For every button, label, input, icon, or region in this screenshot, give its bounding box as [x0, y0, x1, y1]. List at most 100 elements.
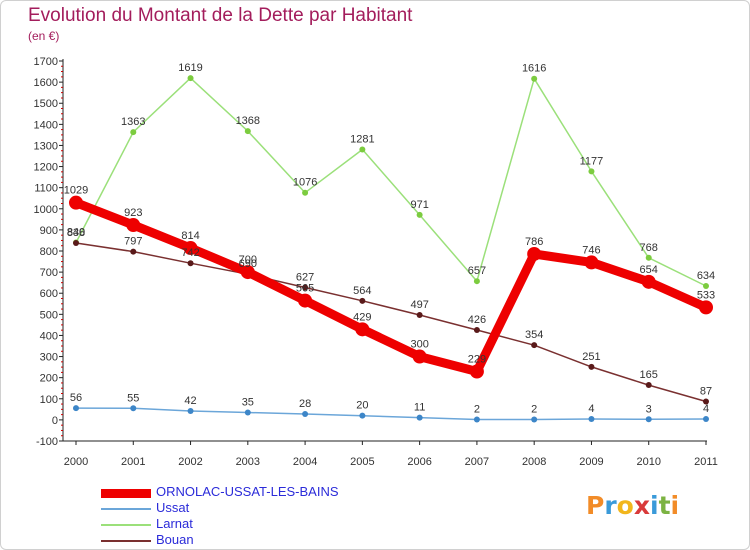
legend-swatch: [101, 540, 151, 542]
y-tick-label: 300: [40, 352, 58, 364]
data-point: [244, 409, 251, 416]
data-point: [412, 349, 427, 364]
data-label: 165: [640, 369, 658, 381]
data-label: 4: [588, 403, 594, 415]
chart-title: Evolution du Montant de la Dette par Hab…: [28, 5, 413, 26]
data-label: 838: [67, 227, 85, 239]
legend-swatch: [101, 488, 151, 498]
data-label: 42: [184, 395, 196, 407]
data-label: 429: [353, 311, 371, 323]
data-point: [130, 405, 137, 412]
y-tick-label: 1700: [34, 56, 58, 68]
data-label: 87: [700, 386, 712, 398]
legend-label: Ussat: [156, 500, 190, 515]
data-point: [73, 405, 79, 412]
data-point: [244, 128, 251, 135]
data-label: 768: [640, 242, 658, 254]
data-label: 354: [525, 329, 543, 341]
data-label: 742: [181, 247, 199, 259]
y-tick-label: 1500: [34, 98, 58, 110]
y-tick-label: 1400: [34, 119, 58, 131]
proxiti-logo: Proxiti: [586, 491, 679, 520]
data-point: [126, 218, 141, 233]
data-label: 11: [414, 402, 425, 414]
legend-label: ORNOLAC-USSAT-LES-BAINS: [156, 484, 339, 499]
data-label: 229: [468, 354, 486, 366]
data-label: 1076: [293, 177, 317, 189]
data-label: 4: [703, 403, 709, 415]
legend-label: Larnat: [156, 516, 193, 531]
data-point: [130, 129, 137, 136]
data-point: [473, 326, 480, 333]
y-tick-label: -100: [36, 436, 58, 448]
legend-swatch: [101, 508, 151, 510]
x-tick-label: 2008: [522, 456, 546, 468]
data-point: [473, 278, 480, 285]
data-point: [187, 75, 194, 82]
logo-letter: r: [604, 491, 617, 520]
data-point: [73, 239, 79, 246]
data-label: 746: [582, 244, 600, 256]
x-tick-label: 2011: [694, 456, 718, 468]
data-label: 1177: [580, 155, 604, 167]
data-point: [531, 416, 538, 423]
data-label: 251: [582, 351, 600, 363]
data-point: [531, 342, 538, 349]
data-point: [298, 293, 313, 308]
logo-letter: t: [658, 491, 671, 520]
y-tick-label: 1100: [34, 183, 58, 195]
data-label: 565: [296, 283, 314, 295]
x-tick-label: 2009: [579, 456, 603, 468]
data-label: 497: [410, 299, 428, 311]
data-label: 1363: [121, 116, 145, 128]
data-label: 20: [356, 400, 368, 412]
data-label: 923: [124, 207, 142, 219]
data-label: 1616: [522, 63, 546, 75]
data-point: [641, 274, 656, 289]
y-tick-label: 200: [40, 373, 58, 385]
data-label: 300: [410, 339, 428, 351]
data-point: [588, 363, 595, 370]
data-label: 1281: [350, 133, 374, 145]
data-label: 1029: [64, 185, 88, 197]
data-label: 690: [239, 258, 257, 270]
data-label: 28: [299, 398, 311, 410]
x-tick-label: 2006: [407, 456, 431, 468]
series-line: [75, 242, 707, 403]
data-point: [588, 416, 595, 423]
data-label: 533: [697, 289, 715, 301]
x-tick-label: 2004: [293, 456, 317, 468]
data-point: [359, 146, 366, 153]
y-tick-label: 100: [40, 394, 58, 406]
x-tick-label: 2001: [121, 456, 145, 468]
data-label: 564: [353, 285, 371, 297]
data-point: [527, 246, 542, 261]
logo-letter: P: [586, 491, 605, 520]
data-label: 1368: [236, 115, 260, 127]
data-point: [469, 364, 484, 379]
data-point: [416, 311, 423, 318]
y-tick-label: 500: [40, 309, 58, 321]
data-point: [645, 416, 652, 423]
data-point: [130, 248, 137, 255]
logo-letter: i: [650, 491, 659, 520]
data-point: [703, 283, 709, 290]
data-label: 426: [468, 314, 486, 326]
data-label: 3: [646, 403, 652, 415]
chart-subtitle: (en €): [28, 29, 60, 43]
data-point: [359, 412, 366, 419]
data-label: 657: [468, 265, 486, 277]
data-point: [187, 260, 194, 267]
y-tick-label: 700: [40, 267, 58, 279]
data-point: [699, 300, 713, 315]
x-tick-label: 2010: [636, 456, 660, 468]
data-label: 654: [640, 264, 658, 276]
series-line: [75, 407, 707, 421]
legend-swatch: [101, 524, 151, 526]
data-point: [69, 195, 83, 210]
data-label: 840: [67, 227, 85, 239]
data-point: [416, 211, 423, 218]
x-tick-label: 2003: [236, 456, 260, 468]
x-tick-label: 2002: [178, 456, 202, 468]
data-label: 786: [525, 236, 543, 248]
